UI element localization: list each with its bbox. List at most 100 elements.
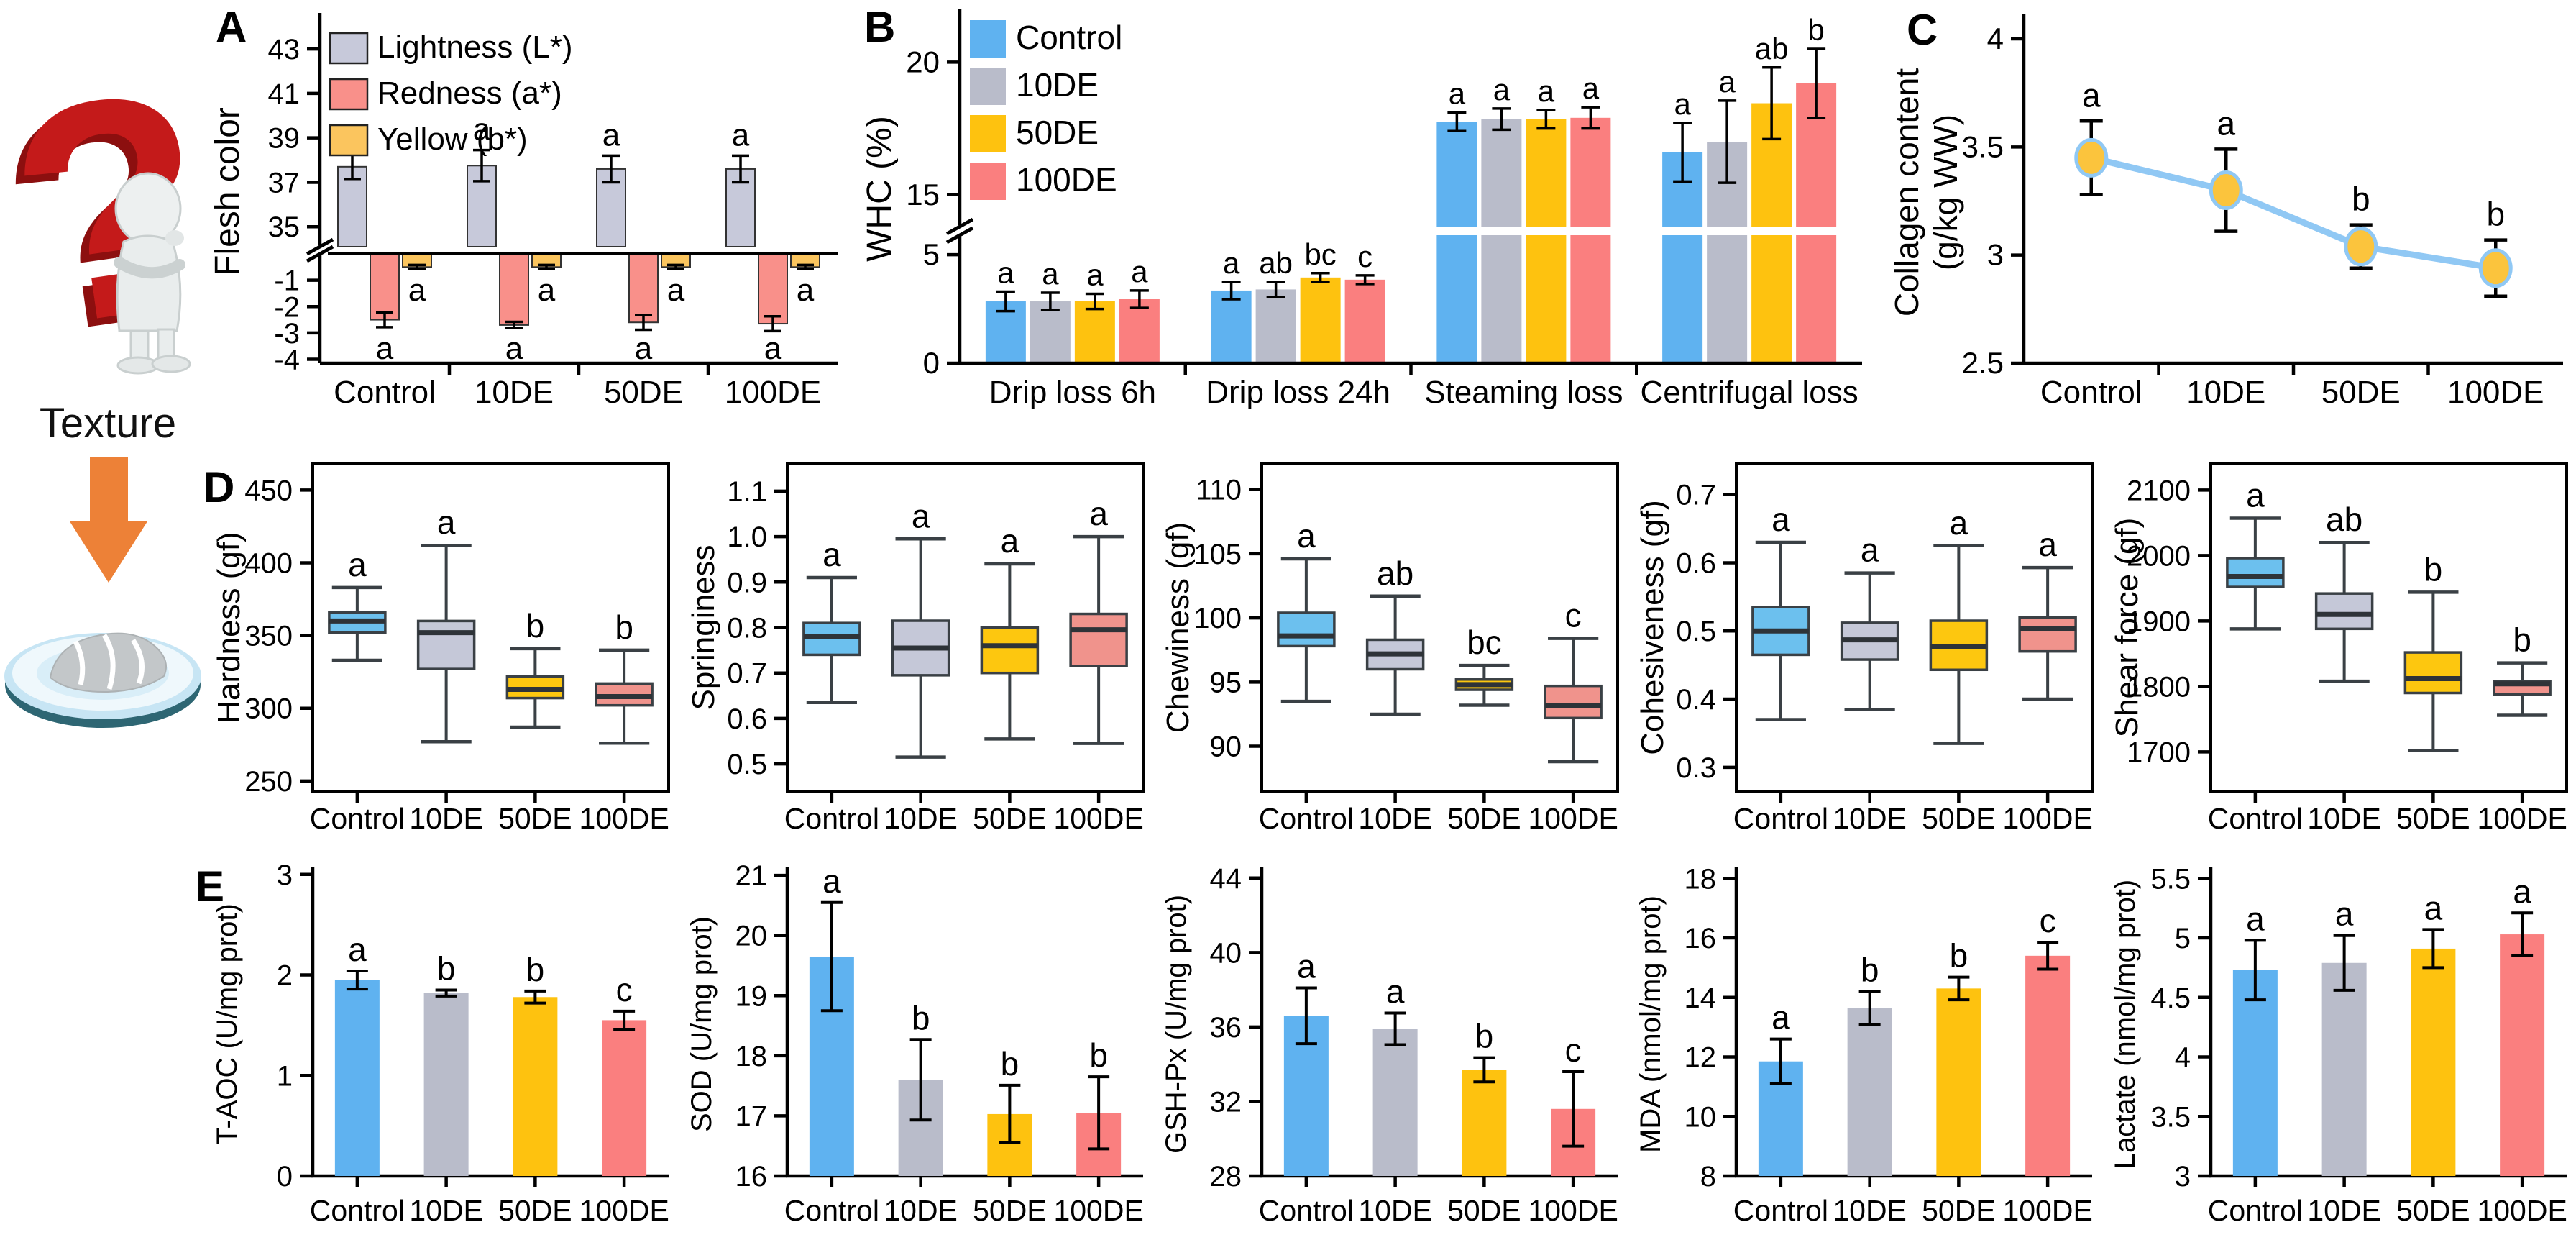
bar [1936,988,1981,1176]
tick-label: 39 [268,123,301,155]
category-label: 100DE [2447,375,2544,410]
sig-letter: a [1223,246,1240,280]
tick-label: 5.5 [2150,863,2191,895]
y-axis-label: Hardness (gf) [211,532,247,724]
tick-label: 43 [268,34,301,65]
category-label: 50DE [1922,802,1996,835]
sig-letter: a [538,273,556,308]
category-label: 10DE [409,1194,483,1227]
category-label: 10DE [884,802,958,835]
sig-letter: b [2352,181,2370,218]
sig-letter: bc [1304,237,1336,271]
axis-break [306,237,334,256]
bar [628,253,659,324]
y-axis-label: GSH-Px (U/mg prot) [1160,895,1192,1154]
box [2403,651,2463,695]
panel-label-e: E [196,862,225,911]
category-label: 50DE [1447,802,1521,835]
panel-label-d: D [203,463,235,511]
legend-item: Yellow (b*) [329,122,528,157]
bar [334,980,380,1176]
tick-label: 41 [268,78,301,110]
sig-letter: a [635,331,653,366]
sig-letter: a [997,255,1014,289]
y-axis-label: SOD (U/mg prot) [686,916,718,1132]
legend-swatch [329,78,369,111]
category-label: 10DE [1358,1194,1432,1227]
legend-label: Control [1016,19,1122,56]
plot-frame [311,462,670,793]
tick-label: 0.4 [1676,684,1716,716]
bar [370,253,400,321]
chart-cohesiveness: 0.3 0.4 0.5 0.6 0.7 Control 10DE 50DE 100DE a a a a C… [1635,462,2094,835]
tick-label: 2000 [2127,540,2191,572]
sig-letter: b [1475,1018,1494,1055]
legend-item: 50DE [970,114,1099,152]
tick-label: 1700 [2127,736,2191,768]
tick-label: 16 [1685,923,1717,954]
chart-sod: 16 17 18 19 20 21 Control a 10DE b 50DE b 100DE b SOD … [686,860,1144,1227]
tick-label: 18 [1685,863,1717,895]
category-label: Control [310,802,405,835]
sig-letter: a [408,273,426,308]
chart-springiness: 0.5 0.6 0.7 0.8 0.9 1.0 1.1 Control 10DE 50DE 100D… [686,462,1145,835]
bar [1300,277,1341,363]
sig-letter: a [1086,257,1104,291]
y-axis-label: MDA (nmol/mg prot) [1635,895,1667,1153]
sig-letter: c [616,971,633,1008]
sig-letter: a [764,331,782,366]
category-label: Control [784,1194,879,1227]
tick-label: 100 [1193,603,1242,634]
sig-letter: b [1950,937,1968,975]
sig-letter: ab [2326,501,2362,538]
sig-letter: b [615,608,633,646]
category-label: 100DE [2002,1194,2092,1227]
tick-label: 0.6 [727,703,767,735]
tick-label: -2 [274,291,300,323]
category-label: 50DE [498,802,572,835]
bar [1847,1008,1892,1176]
path-shape [73,640,86,685]
tick-label: -4 [274,345,300,376]
tick-label: 0.7 [1676,480,1716,511]
plot-frame [1260,462,1619,793]
box [2314,592,2374,631]
panel-label-c: C [1907,6,1938,54]
tick-label: 250 [244,766,293,798]
tick-label: 1.1 [727,476,767,508]
sig-letter: a [437,503,456,541]
category-label: Control [310,1194,405,1227]
category-label: 50DE [1922,1194,1996,1227]
sig-letter: a [348,931,367,968]
tick-label: 17 [735,1100,768,1132]
category-label: 50DE [2396,802,2470,835]
sig-letter: a [667,273,685,308]
tick-label: 44 [1210,863,1242,895]
sig-letter: a [1538,74,1555,108]
sig-letter: c [1565,597,1582,634]
sig-letter: a [1297,517,1316,555]
ellipse-shape [151,355,191,373]
sig-letter: b [1089,1036,1108,1074]
sig-letter: ab [1259,246,1293,280]
tick-label: 0.5 [1676,616,1716,647]
question-mark-icon: ? ? [0,94,216,401]
sig-letter: a [1718,65,1736,99]
legend-swatch [329,124,369,157]
data-point [2344,227,2378,267]
intro-art: ? ? Texture [0,94,216,728]
category-label: 10DE [409,802,483,835]
bar [1255,289,1296,363]
category-label: 50DE [2321,375,2401,410]
bar [602,1020,647,1176]
sig-letter: a [348,546,367,583]
tick-label: 20 [735,921,768,952]
category-label: 100DE [1053,1194,1143,1227]
axis-break [306,245,334,263]
bar [1481,119,1522,363]
category-label: 10DE [2307,802,2381,835]
rect-shape [129,329,150,362]
sig-letter: b [1001,1045,1019,1082]
tick-label: 2.5 [1962,346,2004,380]
tick-label: 0.3 [1676,752,1716,784]
